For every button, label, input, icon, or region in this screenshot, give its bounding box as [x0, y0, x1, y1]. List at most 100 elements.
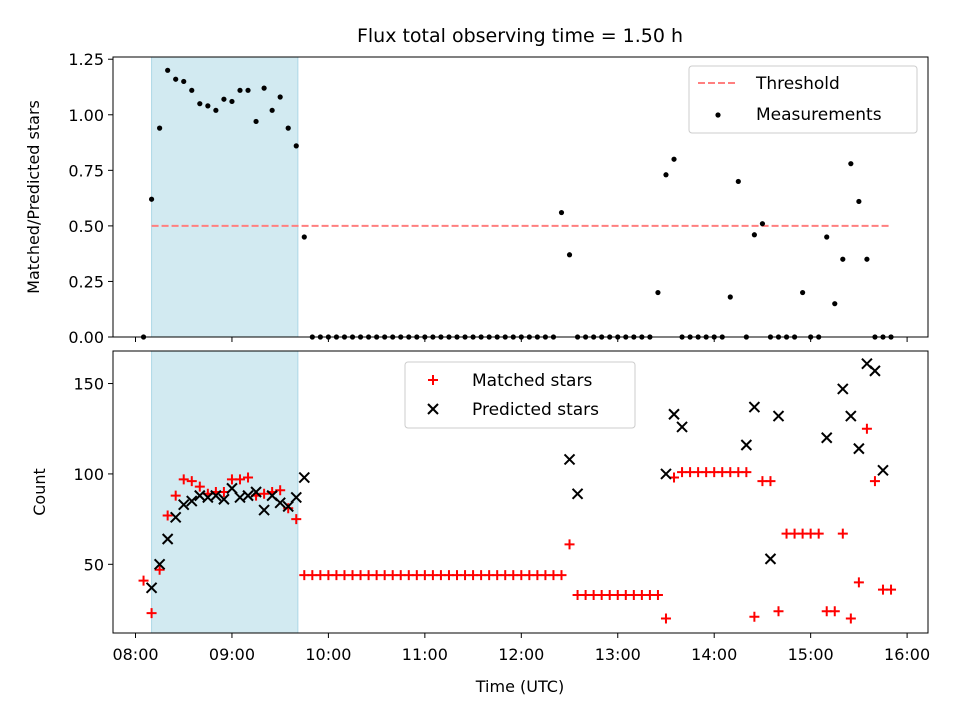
predicted-point [178, 498, 190, 511]
predicted-point [186, 495, 198, 507]
top-x-ticks [135, 337, 908, 342]
measurement-point [148, 196, 155, 202]
measurement-point [213, 107, 219, 113]
matched-point [154, 564, 165, 575]
predicted-point [660, 468, 672, 480]
top-axes-frame [112, 56, 929, 338]
predicted-point [153, 558, 166, 571]
x-tick-label: 13:00 [595, 645, 641, 664]
measurement-point [735, 178, 741, 185]
measurement-point [205, 103, 211, 109]
matched-point [853, 577, 864, 588]
measurement-point [655, 289, 661, 296]
matched-point [234, 474, 245, 485]
y-tick-label: 0.25 [68, 272, 104, 291]
y-tick-label: 1.25 [68, 50, 104, 69]
measurement-point [671, 156, 677, 162]
measurement-point [261, 85, 267, 91]
predicted-point [869, 365, 881, 377]
measurement-point [157, 125, 163, 131]
legend-predicted-icon [427, 403, 439, 415]
predicted-point [274, 497, 286, 509]
bottom-panel: 50 100 150 08:00 09:00 10:00 11:00 12:00 13:00 1… [30, 350, 930, 696]
matched-point [652, 590, 663, 601]
measurement-point [293, 143, 299, 149]
x-axis-label: Time (UTC) [475, 677, 564, 696]
measurement-point [173, 76, 179, 82]
predicted-point [821, 432, 833, 444]
predicted-point [290, 491, 302, 504]
y-tick-label: 1.00 [68, 106, 104, 125]
x-tick-label: 15:00 [788, 645, 834, 664]
measurement-point [189, 87, 195, 93]
legend-matched-icon [428, 375, 438, 385]
top-observing-window [151, 56, 299, 338]
measurement-point [181, 78, 187, 85]
x-tick-label: 08:00 [112, 645, 158, 664]
predicted-point [161, 533, 174, 545]
bottom-legend: Matched stars Predicted stars [404, 361, 636, 429]
matched-point [186, 476, 197, 487]
measurement-point [848, 161, 854, 167]
predicted-point [877, 464, 889, 477]
predicted-point [258, 504, 270, 516]
x-tick-label: 09:00 [209, 645, 255, 664]
measurement-point [751, 232, 757, 238]
measurement-point [856, 198, 862, 205]
measurement-point [237, 87, 243, 93]
matched-point [564, 539, 575, 550]
bottom-legend-box [404, 361, 636, 429]
predicted-point [169, 511, 182, 524]
measurement-point [245, 87, 251, 93]
measurement-point [558, 209, 565, 216]
legend-predicted-label: Predicted stars [472, 400, 599, 420]
top-shaded-interval [151, 56, 299, 338]
matched-point [275, 485, 286, 496]
matched-point [259, 488, 270, 499]
x-tick-label: 16:00 [884, 645, 930, 664]
x-tick-label: 11:00 [402, 645, 448, 664]
x-tick-label: 12:00 [498, 645, 544, 664]
top-legend-box [688, 65, 918, 134]
measurement-point [197, 101, 203, 107]
matched-point [829, 606, 840, 617]
predicted-point [845, 410, 857, 422]
matched-point [243, 472, 254, 483]
measurement-point [663, 172, 669, 178]
top-panel: 0.00 0.25 0.50 0.75 1.00 1.25 Matched/Predict… [24, 50, 929, 347]
count-points [138, 357, 897, 624]
matched-point [773, 606, 784, 617]
chart-title: Flux total observing time = 1.50 h [357, 25, 683, 47]
predicted-point [145, 582, 158, 594]
top-y-ticks: 0.00 0.25 0.50 0.75 1.00 1.25 [68, 50, 113, 347]
x-tick-label: 14:00 [691, 645, 737, 664]
measurement-point [229, 98, 235, 105]
y-tick-label: 0.75 [68, 161, 104, 180]
predicted-point [668, 408, 680, 420]
predicted-point [298, 471, 310, 484]
matched-point [194, 481, 205, 492]
predicted-point [571, 488, 584, 500]
matched-point [869, 476, 880, 487]
y-tick-label: 50 [84, 555, 104, 574]
measurement-point [277, 94, 283, 100]
predicted-point [837, 383, 849, 395]
legend-threshold-label: Threshold [755, 74, 840, 94]
top-legend: Threshold Measurements [688, 65, 918, 134]
matched-point [556, 570, 567, 581]
matched-point [291, 514, 302, 525]
predicted-point [740, 439, 753, 451]
top-y-axis-label: Matched/Predicted stars [24, 100, 43, 294]
matched-point [283, 503, 294, 514]
legend-matched-label: Matched stars [472, 371, 592, 391]
predicted-point [676, 421, 688, 433]
measurement-point [727, 294, 733, 300]
predicted-point [242, 489, 254, 502]
matched-point [886, 584, 897, 595]
measurement-point [832, 301, 838, 307]
predicted-point [772, 410, 785, 422]
bottom-axes-frame [112, 350, 929, 634]
measurement-point [165, 67, 171, 73]
bottom-y-ticks: 50 100 150 [73, 375, 113, 574]
